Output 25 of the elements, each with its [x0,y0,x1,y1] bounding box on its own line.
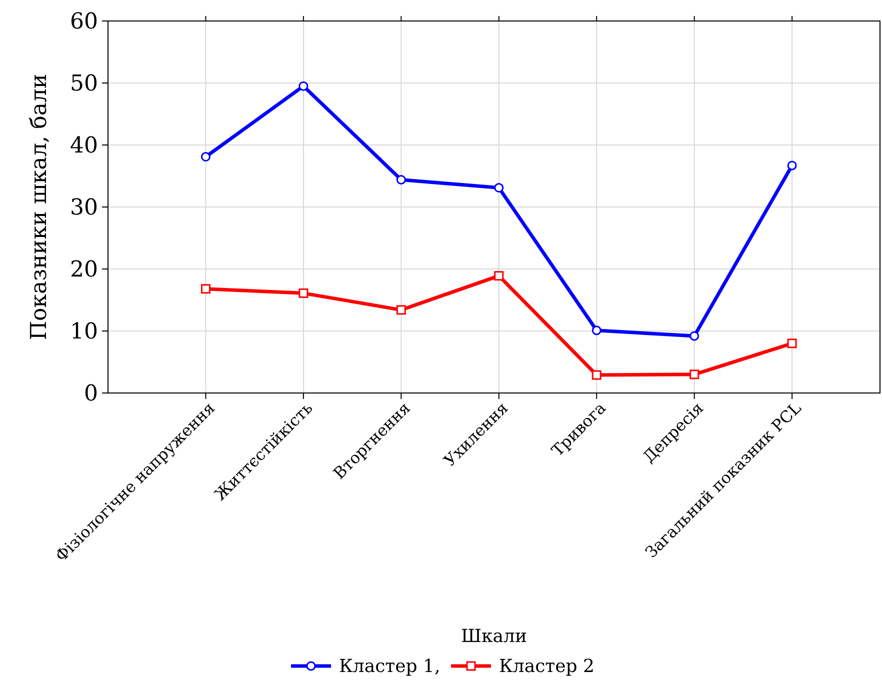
legend-label: Кластер 2 [499,656,594,677]
point [592,326,602,336]
point [200,284,210,294]
point [494,183,504,193]
point [494,271,504,281]
y-axis-title: Показники шкал, бали [27,74,52,340]
y-tick-label: 0 [84,382,98,407]
point [690,370,700,380]
y-tick-label: 20 [70,258,98,283]
point [298,81,308,91]
y-tick-label: 30 [70,196,98,221]
point [690,331,700,341]
point [298,288,308,298]
point [200,152,210,162]
point [396,305,406,315]
y-tick-label: 50 [70,72,98,97]
y-tick-label: 40 [70,134,98,159]
point [787,338,797,348]
y-tick-label: 60 [70,10,98,35]
y-tick-label: 10 [70,320,98,345]
point [592,370,602,380]
legend-label: Кластер 1, [339,656,440,677]
point [396,174,406,184]
point [787,160,797,170]
x-axis-title: Шкали [461,626,527,647]
